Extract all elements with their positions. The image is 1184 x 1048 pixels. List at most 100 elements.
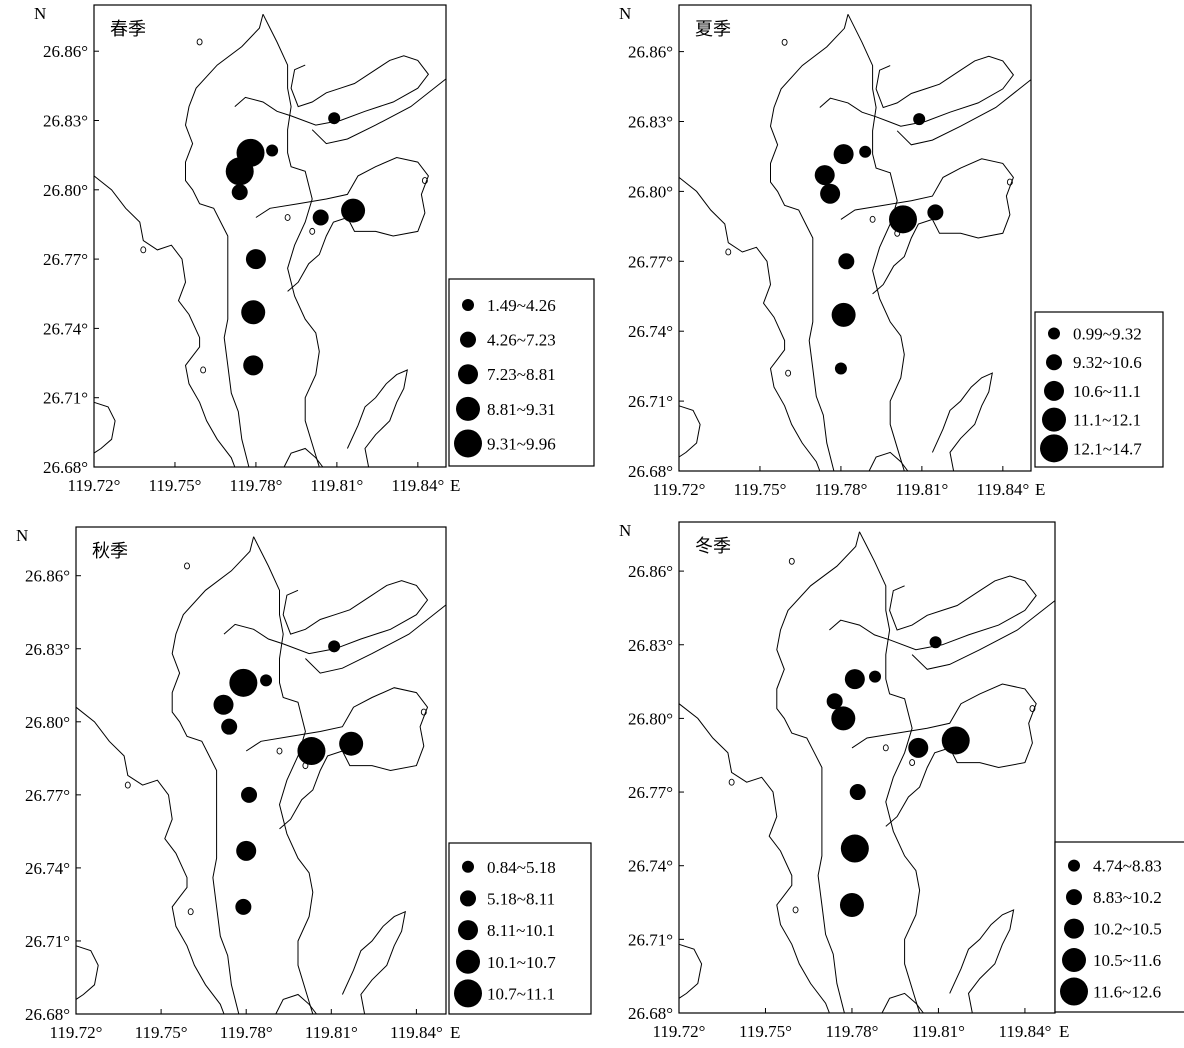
legend-symbol xyxy=(1064,918,1084,939)
coastline-west xyxy=(93,175,236,468)
coastline-westUpper xyxy=(769,14,849,472)
lon-tick-label: 119.72° xyxy=(653,1022,706,1041)
coastline-northArm2 xyxy=(305,604,447,674)
station-marker xyxy=(266,144,279,157)
east-label: E xyxy=(450,1023,460,1042)
legend-symbol xyxy=(458,920,478,941)
map-frame xyxy=(678,521,1056,1014)
season-title: 冬季 xyxy=(695,536,731,556)
coastline-west xyxy=(678,703,830,1014)
legend-label: 5.18~8.11 xyxy=(487,889,555,908)
coastline-lowerLeft xyxy=(678,405,701,458)
station-marker xyxy=(833,144,854,165)
coastline-southWest xyxy=(868,451,909,472)
legend-symbol xyxy=(460,331,476,348)
islet xyxy=(284,214,291,221)
coastline-northArm xyxy=(223,580,429,655)
coastline-lowerLeft xyxy=(93,401,116,454)
legend-symbol xyxy=(1068,859,1080,872)
islet xyxy=(140,246,147,254)
lat-tick-label: 26.71° xyxy=(43,389,88,408)
legend-label: 4.74~8.83 xyxy=(1093,857,1162,876)
legend-label: 12.1~14.7 xyxy=(1073,439,1142,458)
coastline xyxy=(93,13,447,468)
islet xyxy=(792,906,799,914)
lat-tick-label: 26.74° xyxy=(628,322,673,341)
legend-symbol xyxy=(1040,434,1068,463)
islet xyxy=(420,708,427,716)
station-marker xyxy=(820,183,841,204)
lon-tick-label: 119.84° xyxy=(391,476,444,495)
coastline-southWest xyxy=(275,993,317,1015)
coastline-west xyxy=(75,706,225,1015)
islet xyxy=(909,759,916,767)
map-panel-4: N E 26.86° 26.83° 26.80° 26.77° 26.74° 26.71° 26… xyxy=(619,521,1184,1041)
lat-tick-label: 26.80° xyxy=(628,182,673,201)
legend-symbol xyxy=(462,860,474,873)
lat-tick-label: 26.83° xyxy=(43,112,88,131)
islet xyxy=(124,781,131,789)
islet xyxy=(1029,705,1036,713)
lat-tick-label: 26.68° xyxy=(628,1004,673,1023)
station-marker xyxy=(888,205,917,234)
east-label: E xyxy=(1059,1022,1069,1041)
coastline-east xyxy=(847,14,905,472)
islet xyxy=(421,177,428,185)
map-panel-3: N E 26.86° 26.83° 26.80° 26.77° 26.74° 26.71° 26… xyxy=(16,526,592,1042)
station-marker xyxy=(341,198,366,223)
station-marker xyxy=(826,693,843,710)
legend-label: 0.84~5.18 xyxy=(487,858,556,877)
lon-tick-label: 119.81° xyxy=(310,476,363,495)
north-label: N xyxy=(34,4,46,23)
legend-symbol xyxy=(1060,977,1088,1006)
station-marker xyxy=(927,204,944,221)
lon-tick-label: 119.75° xyxy=(739,1022,792,1041)
lat-tick-label: 26.74° xyxy=(43,319,88,338)
lon-tick-label: 119.78° xyxy=(825,1022,878,1041)
islet xyxy=(728,778,735,786)
coastline-westUpper xyxy=(171,536,255,1015)
islet xyxy=(785,369,792,377)
map-frame xyxy=(75,526,447,1015)
lat-tick-label: 26.86° xyxy=(628,562,673,581)
station-marker xyxy=(339,731,364,756)
east-label: E xyxy=(1035,480,1045,499)
map-frame xyxy=(93,4,447,468)
lat-tick-label: 26.86° xyxy=(25,567,70,586)
coastline-lowerLeft xyxy=(678,943,703,999)
station-marker xyxy=(235,898,252,915)
lat-tick-label: 26.83° xyxy=(628,113,673,132)
coastline-southWest xyxy=(283,447,324,468)
lon-tick-label: 119.78° xyxy=(814,480,867,499)
lat-tick-label: 26.83° xyxy=(628,636,673,655)
legend-label: 9.31~9.96 xyxy=(487,434,556,453)
lat-tick-label: 26.71° xyxy=(628,930,673,949)
legend-symbol xyxy=(456,949,480,974)
station-marker xyxy=(831,302,856,327)
islet xyxy=(200,366,207,374)
islet xyxy=(276,747,283,755)
legend-label: 10.1~10.7 xyxy=(487,953,556,972)
station-marker xyxy=(241,300,266,325)
lat-tick-label: 26.77° xyxy=(628,252,673,271)
legend-symbol xyxy=(454,429,482,458)
lat-tick-label: 26.80° xyxy=(628,709,673,728)
coastline-east xyxy=(859,531,921,1014)
legend-symbol xyxy=(460,890,476,907)
legend-label: 4.26~7.23 xyxy=(487,331,556,350)
station-marker xyxy=(859,145,872,158)
islet xyxy=(725,248,732,256)
station-marker xyxy=(213,694,234,715)
legend: 0.84~5.18 5.18~8.11 8.11~10.1 10.1~10.7 10.7… xyxy=(448,842,592,1015)
lon-tick-label: 119.81° xyxy=(912,1022,965,1041)
legend-symbol xyxy=(1066,889,1082,906)
lon-tick-label: 119.72° xyxy=(653,480,706,499)
lon-tick-label: 119.72° xyxy=(50,1023,103,1042)
north-label: N xyxy=(16,526,28,545)
lon-tick-label: 119.78° xyxy=(220,1023,273,1042)
lat-tick-label: 26.86° xyxy=(628,43,673,62)
station-marker xyxy=(221,718,238,735)
station-marker xyxy=(840,834,869,863)
legend-label: 10.6~11.1 xyxy=(1073,382,1141,401)
station-marker xyxy=(869,670,882,683)
